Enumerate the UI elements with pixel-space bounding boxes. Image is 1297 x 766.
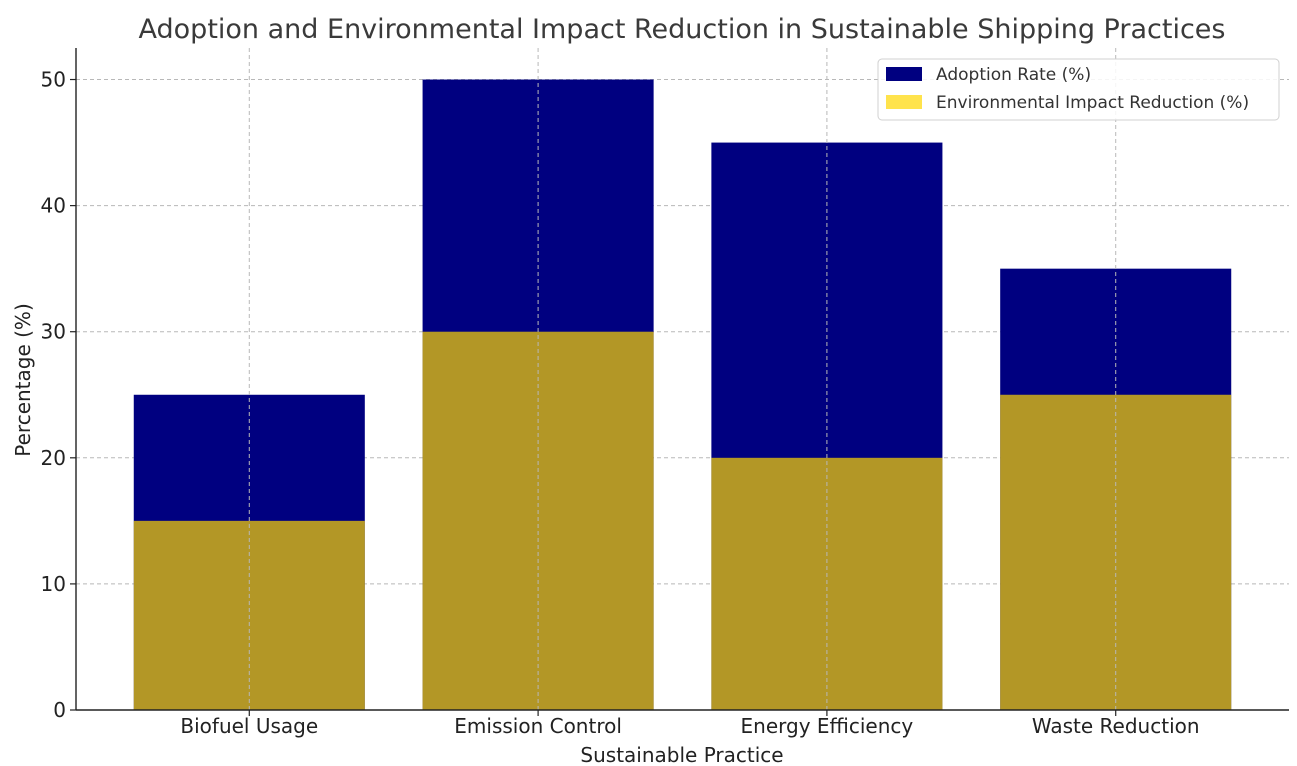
x-axis-label: Sustainable Practice bbox=[580, 743, 783, 766]
axes bbox=[70, 48, 1289, 716]
x-tick-label-emission-control: Emission Control bbox=[454, 714, 622, 738]
x-tick-label-biofuel-usage: Biofuel Usage bbox=[180, 714, 318, 738]
x-tick-label-energy-efficiency: Energy Efficiency bbox=[741, 714, 914, 738]
legend-label-adoption-rate: Adoption Rate (%) bbox=[936, 65, 1091, 85]
y-axis-label: Percentage (%) bbox=[11, 303, 35, 456]
tick-labels: 0 10 20 30 40 50 Biofuel Usage Emission Control… bbox=[41, 68, 1200, 738]
legend: Adoption Rate (%) Environmental Impact R… bbox=[877, 58, 1280, 121]
y-tick-label: 20 bbox=[41, 446, 66, 470]
legend-swatch-adoption-rate bbox=[886, 67, 922, 81]
y-tick-label: 50 bbox=[41, 68, 66, 92]
legend-label-environmental-impact-reduction: Environmental Impact Reduction (%) bbox=[936, 93, 1249, 113]
vertical-grid-lines bbox=[248, 48, 1117, 710]
legend-frame bbox=[877, 58, 1280, 121]
y-tick-label: 40 bbox=[41, 194, 66, 218]
y-tick-label: 30 bbox=[41, 320, 66, 344]
y-tick-label: 0 bbox=[53, 698, 66, 722]
legend-swatch-environmental-impact-reduction bbox=[886, 95, 922, 109]
x-tick-label-waste-reduction: Waste Reduction bbox=[1032, 714, 1200, 738]
y-tick-label: 10 bbox=[41, 572, 66, 596]
bars bbox=[133, 79, 1232, 711]
chart-title: Adoption and Environmental Impact Reduct… bbox=[139, 14, 1226, 45]
